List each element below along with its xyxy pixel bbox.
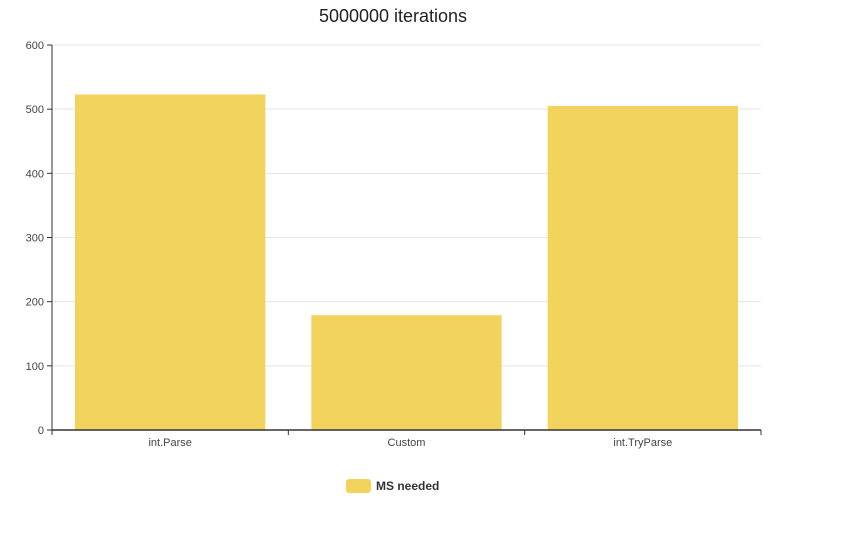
bar-int-tryparse xyxy=(547,105,738,430)
y-tick-label: 0 xyxy=(38,425,44,437)
legend: MS needed xyxy=(346,479,439,493)
y-tick-label: 400 xyxy=(26,168,44,180)
y-tick-label: 100 xyxy=(26,361,44,373)
bars xyxy=(75,94,738,431)
x-tick-label: int.Parse xyxy=(148,437,191,449)
y-tick-label: 600 xyxy=(26,40,44,52)
x-tick-label: Custom xyxy=(388,437,426,449)
chart-title: 5000000 iterations xyxy=(318,6,468,26)
y-tick-label: 300 xyxy=(26,233,44,245)
y-tick-label: 200 xyxy=(26,297,44,309)
bar-int-parse xyxy=(75,94,266,431)
x-tick-label: int.TryParse xyxy=(613,437,672,449)
legend-swatch xyxy=(346,479,371,493)
axes: 0 100 200 300 400 500 600 int.Parse Custom int.Tr… xyxy=(26,40,762,449)
bar-custom xyxy=(311,315,502,430)
y-tick-label: 500 xyxy=(26,104,44,116)
legend-label: MS needed xyxy=(376,479,439,493)
